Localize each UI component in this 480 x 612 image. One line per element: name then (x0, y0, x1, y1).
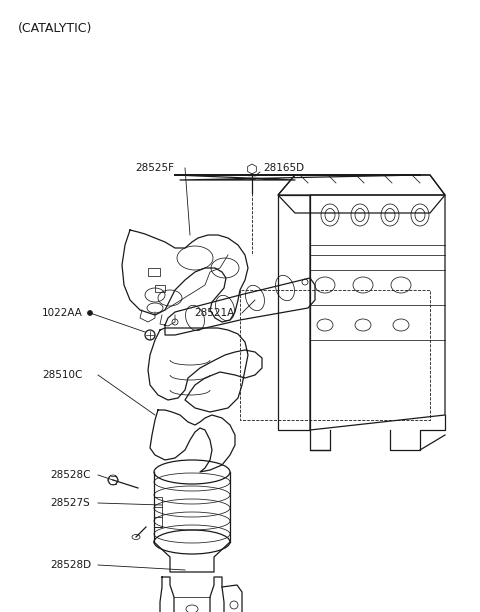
Polygon shape (278, 175, 435, 200)
Text: (CATALYTIC): (CATALYTIC) (18, 22, 92, 35)
Text: 28521A: 28521A (194, 308, 234, 318)
Text: 28527S: 28527S (50, 498, 90, 508)
Ellipse shape (87, 310, 93, 316)
Text: 28525F: 28525F (135, 163, 174, 173)
Text: 28510C: 28510C (42, 370, 83, 380)
Text: 28528C: 28528C (50, 470, 91, 480)
Bar (155, 285, 165, 292)
Bar (148, 268, 160, 276)
Text: 28528D: 28528D (50, 560, 91, 570)
Text: 28165D: 28165D (263, 163, 304, 173)
Text: 1022AA: 1022AA (42, 308, 83, 318)
